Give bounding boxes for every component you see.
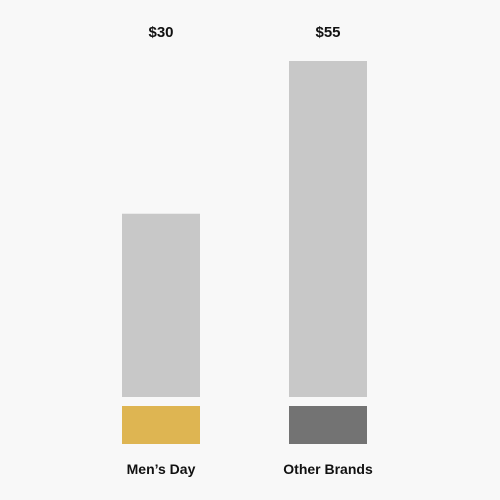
value-labels-group: $30 $55 [148, 24, 340, 41]
category-label-men-s-day: Men’s Day [127, 461, 196, 477]
bar-men-s-day [122, 213, 200, 397]
bars-group [122, 61, 367, 397]
category-labels-group: Men’s Day Other Brands [127, 461, 373, 477]
swatches-group [122, 406, 367, 444]
value-label-other-brands: $55 [315, 24, 340, 41]
swatch-other-brands [289, 406, 367, 444]
category-label-other-brands: Other Brands [283, 461, 373, 477]
bar-other-brands [289, 61, 367, 397]
value-label-men-s-day: $30 [148, 24, 173, 41]
swatch-men-s-day [122, 406, 200, 444]
